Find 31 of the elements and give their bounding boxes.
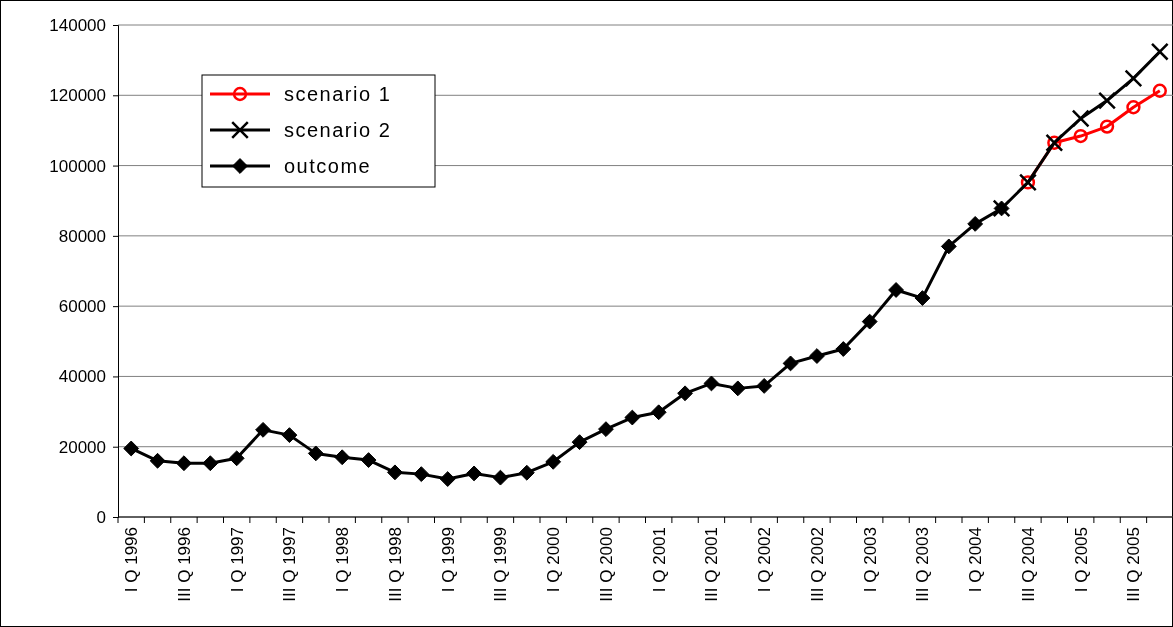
y-tick-label: 20000 [58, 437, 106, 457]
y-tick-label: 80000 [58, 226, 106, 246]
y-tick-label: 40000 [58, 367, 106, 387]
x-tick-label: I Q 1998 [333, 527, 353, 593]
x-tick-label: III Q 2004 [1018, 527, 1038, 602]
x-tick-label: I Q 2003 [860, 527, 880, 593]
x-tick-label: I Q 2001 [649, 527, 669, 593]
x-tick-label: III Q 2003 [913, 527, 933, 602]
x-tick-label: I Q 1996 [122, 527, 142, 593]
legend-label: scenario 1 [284, 83, 392, 105]
x-tick-label: III Q 2005 [1124, 527, 1144, 602]
x-tick-label: III Q 2001 [702, 527, 722, 602]
y-tick-label: 100000 [49, 156, 106, 176]
x-tick-label: I Q 2005 [1071, 527, 1091, 593]
legend-label: scenario 2 [284, 119, 392, 141]
y-tick-label: 120000 [49, 86, 106, 106]
x-tick-label: III Q 1998 [385, 527, 405, 602]
x-tick-label: I Q 2004 [966, 527, 986, 593]
legend-label: outcome [284, 155, 372, 177]
x-tick-label: I Q 2000 [544, 527, 564, 593]
x-tick-label: I Q 1999 [438, 527, 458, 593]
y-tick-label: 140000 [49, 15, 106, 35]
x-tick-label: III Q 2002 [807, 527, 827, 602]
x-tick-label: I Q 1997 [227, 527, 247, 593]
x-tick-label: III Q 1996 [174, 527, 194, 602]
x-tick-label: I Q 2002 [755, 527, 775, 593]
x-tick-label: III Q 1999 [491, 527, 511, 602]
y-tick-label: 0 [96, 507, 106, 527]
y-tick-label: 60000 [58, 297, 106, 317]
x-tick-label: III Q 2000 [596, 527, 616, 602]
x-tick-label: III Q 1997 [280, 527, 300, 602]
